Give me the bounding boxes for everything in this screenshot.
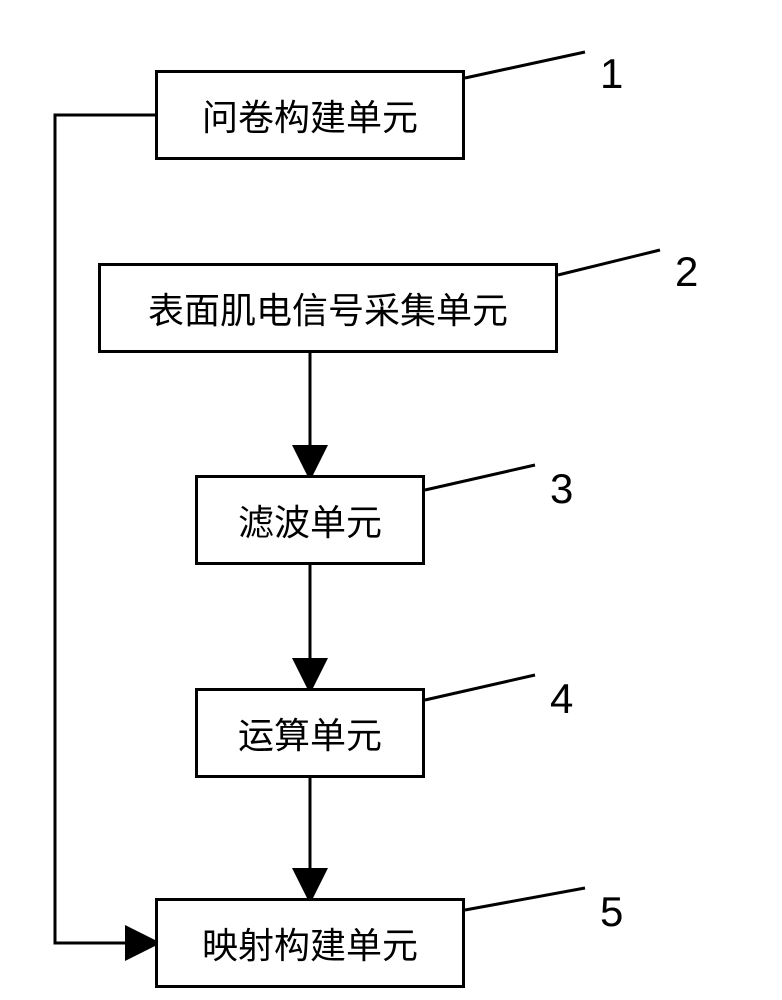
- node-label: 表面肌电信号采集单元: [148, 282, 508, 334]
- node-number-4: 4: [550, 675, 573, 723]
- flowchart-node-node4: 运算单元: [195, 688, 425, 778]
- node-label: 映射构建单元: [202, 917, 418, 969]
- flowchart-node-node1: 问卷构建单元: [155, 70, 465, 160]
- node-label: 运算单元: [238, 707, 382, 759]
- node-label: 滤波单元: [238, 494, 382, 546]
- flowchart-node-node5: 映射构建单元: [155, 898, 465, 988]
- node-number-3: 3: [550, 465, 573, 513]
- node-label: 问卷构建单元: [202, 89, 418, 141]
- node-number-1: 1: [600, 50, 623, 98]
- node-number-2: 2: [675, 248, 698, 296]
- flowchart-node-node3: 滤波单元: [195, 475, 425, 565]
- flowchart-node-node2: 表面肌电信号采集单元: [98, 263, 558, 353]
- node-number-5: 5: [600, 888, 623, 936]
